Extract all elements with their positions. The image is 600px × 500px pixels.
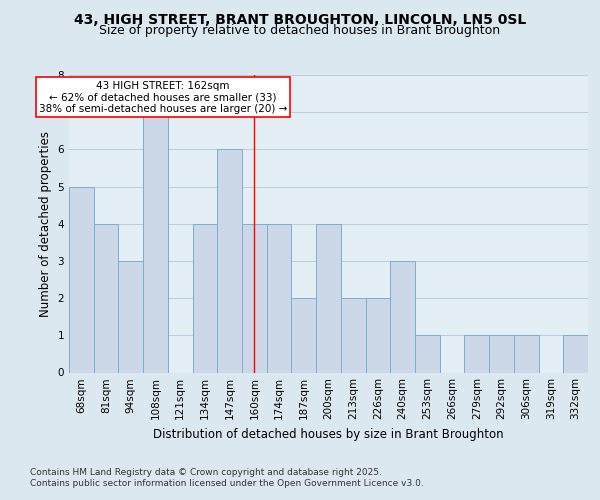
X-axis label: Distribution of detached houses by size in Brant Broughton: Distribution of detached houses by size … — [153, 428, 504, 441]
Text: 43, HIGH STREET, BRANT BROUGHTON, LINCOLN, LN5 0SL: 43, HIGH STREET, BRANT BROUGHTON, LINCOL… — [74, 12, 526, 26]
Bar — [193, 224, 217, 372]
Text: Size of property relative to detached houses in Brant Broughton: Size of property relative to detached ho… — [100, 24, 500, 37]
Bar — [267, 224, 292, 372]
Bar — [292, 298, 316, 372]
Text: 43 HIGH STREET: 162sqm
← 62% of detached houses are smaller (33)
38% of semi-det: 43 HIGH STREET: 162sqm ← 62% of detached… — [39, 80, 287, 114]
Bar — [242, 224, 267, 372]
Bar — [143, 112, 168, 372]
Bar — [316, 224, 341, 372]
Bar — [118, 261, 143, 372]
Bar — [390, 261, 415, 372]
Bar — [94, 224, 118, 372]
Y-axis label: Number of detached properties: Number of detached properties — [39, 130, 52, 317]
Bar — [415, 336, 440, 372]
Bar — [489, 336, 514, 372]
Bar — [365, 298, 390, 372]
Bar — [464, 336, 489, 372]
Bar — [341, 298, 365, 372]
Bar — [563, 336, 588, 372]
Bar — [514, 336, 539, 372]
Bar — [217, 150, 242, 372]
Bar — [69, 186, 94, 372]
Text: Contains HM Land Registry data © Crown copyright and database right 2025.
Contai: Contains HM Land Registry data © Crown c… — [30, 468, 424, 487]
